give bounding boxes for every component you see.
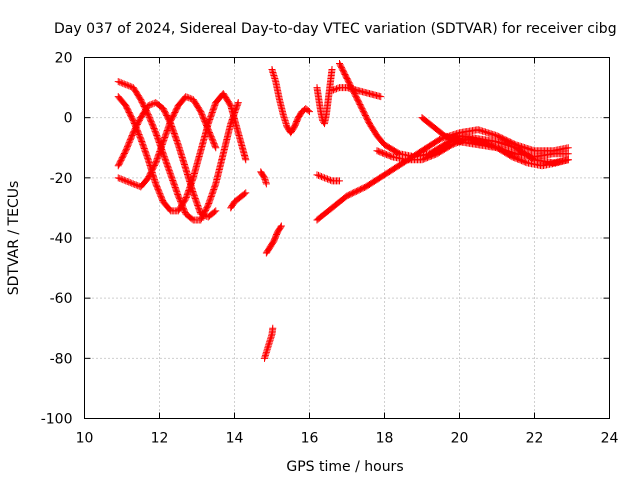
data-point — [185, 94, 193, 102]
data-point — [316, 172, 324, 180]
series-track-16 — [373, 135, 572, 170]
data-point — [313, 171, 321, 179]
x-tick-label: 22 — [526, 431, 544, 447]
data-point — [120, 80, 128, 88]
data-point — [242, 189, 250, 197]
series-track-12 — [313, 126, 572, 224]
data-point — [147, 100, 155, 108]
data-point — [114, 78, 122, 86]
x-tick-label: 16 — [301, 431, 319, 447]
data-point — [116, 174, 124, 182]
data-point — [119, 176, 127, 184]
series-track-10 — [313, 66, 336, 128]
x-tick-label: 20 — [451, 431, 469, 447]
y-tick-label: 20 — [55, 51, 73, 67]
data-point — [331, 85, 339, 93]
data-point — [211, 208, 218, 216]
data-point — [125, 82, 133, 90]
y-tick-label: 0 — [64, 111, 73, 127]
data-point — [334, 84, 342, 92]
data-point — [277, 223, 285, 231]
data-point — [564, 144, 572, 152]
marker-layer — [114, 60, 572, 362]
data-point — [123, 81, 131, 89]
data-point — [146, 101, 154, 109]
series-track-11 — [313, 171, 343, 185]
chart-title: Day 037 of 2024, Sidereal Day-to-day VTE… — [54, 21, 617, 37]
data-point — [212, 144, 220, 152]
x-tick-label: 24 — [601, 431, 619, 447]
x-tick-label: 10 — [76, 431, 94, 447]
data-point — [126, 179, 134, 187]
data-point — [126, 82, 134, 90]
data-point — [128, 179, 136, 187]
series-track-7 — [261, 324, 277, 362]
y-tick-label: -20 — [50, 171, 73, 187]
data-point — [132, 181, 140, 189]
data-point — [120, 176, 128, 184]
x-tick-label: 18 — [376, 431, 394, 447]
data-point — [333, 85, 340, 93]
data-point — [387, 152, 395, 160]
data-point — [306, 108, 313, 116]
data-point — [304, 107, 312, 115]
data-point — [269, 324, 277, 332]
series-track-6 — [257, 168, 270, 188]
series-track-8 — [262, 222, 285, 257]
data-point — [328, 66, 336, 74]
data-point — [325, 176, 333, 184]
data-point — [315, 171, 322, 179]
data-point — [328, 87, 336, 95]
data-point — [330, 86, 337, 94]
y-tick-label: -100 — [41, 412, 73, 428]
data-point — [564, 150, 572, 158]
data-point — [564, 156, 572, 164]
data-point — [122, 177, 130, 185]
data-point — [322, 174, 330, 182]
data-point — [131, 180, 139, 188]
data-point — [327, 176, 334, 184]
data-point — [122, 81, 130, 89]
data-point — [241, 190, 248, 198]
data-point — [116, 78, 124, 86]
data-point — [377, 93, 385, 101]
data-point — [242, 156, 250, 164]
data-point — [212, 207, 220, 215]
data-point — [234, 99, 242, 107]
data-point — [262, 180, 270, 188]
series-track-5 — [227, 189, 250, 212]
data-point — [123, 177, 131, 185]
y-axis-label: SDTVAR / TECUs — [6, 181, 22, 296]
data-point — [119, 79, 127, 87]
data-point — [211, 142, 219, 150]
data-point — [522, 158, 530, 166]
data-point — [183, 93, 191, 101]
data-point — [324, 175, 331, 183]
data-point — [125, 178, 133, 186]
data-point — [129, 180, 137, 188]
data-point — [336, 177, 343, 185]
series-track-13 — [328, 84, 385, 101]
data-point — [319, 173, 327, 181]
data-point — [277, 222, 285, 230]
data-point — [318, 173, 325, 181]
series-track-3 — [114, 78, 242, 224]
data-point — [114, 174, 122, 182]
x-tick-label: 12 — [151, 431, 169, 447]
data-point — [186, 94, 194, 102]
data-point — [321, 174, 328, 182]
y-tick-label: -40 — [50, 231, 73, 247]
tick-layer: 10 12 14 16 18 20 22 24 -100 -80 -60 -40 -20 0 20 — [41, 51, 619, 447]
data-point — [117, 175, 125, 183]
data-point — [182, 93, 190, 101]
data-point — [117, 79, 125, 87]
series-track-9 — [268, 66, 313, 137]
y-tick-label: -60 — [50, 291, 73, 307]
y-tick-label: -80 — [50, 351, 73, 367]
series-track-4 — [114, 90, 250, 215]
x-axis-label: GPS time / hours — [286, 459, 403, 475]
x-tick-label: 14 — [226, 431, 244, 447]
